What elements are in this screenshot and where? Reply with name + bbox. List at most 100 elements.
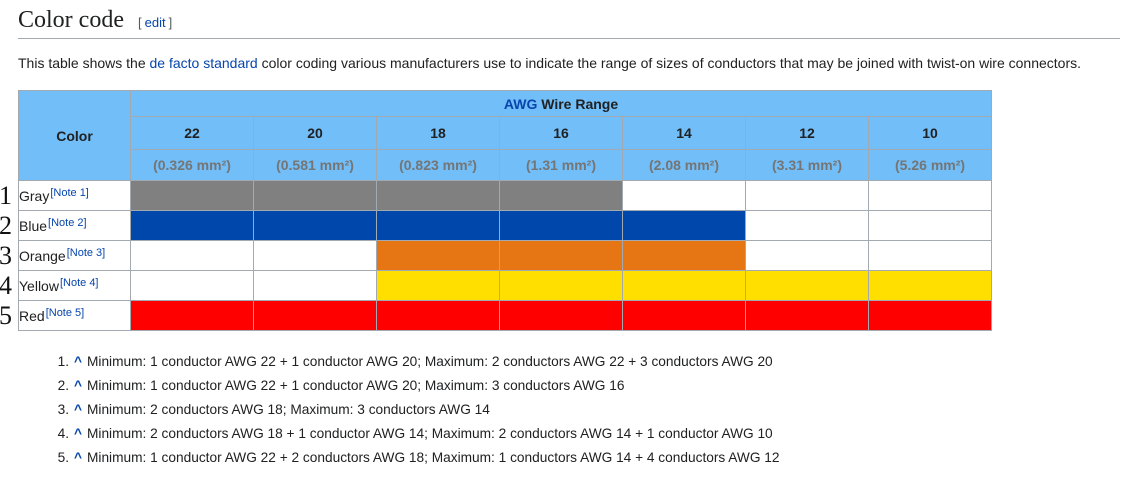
row-number-annotation: 4 bbox=[0, 270, 12, 300]
awg-wire-range-header: AWG Wire Range bbox=[129, 90, 993, 117]
color-range-cell bbox=[499, 210, 623, 241]
empty-range-cell bbox=[130, 270, 254, 301]
color-code-table-wrap: Color AWG Wire Range 22 20 18 16 14 12 10 (0.3… bbox=[0, 90, 1120, 331]
de-facto-standard-link[interactable]: de facto standard bbox=[149, 55, 258, 71]
note-ref-link[interactable]: [Note 2] bbox=[48, 216, 87, 229]
color-range-cell bbox=[622, 300, 746, 331]
color-range-cell bbox=[130, 300, 254, 331]
notes-list: 1. ^ Minimum: 1 conductor AWG 22 + 1 condu… bbox=[55, 350, 1120, 470]
color-range-cell bbox=[376, 270, 500, 301]
note-backlink[interactable]: ^ bbox=[74, 354, 82, 369]
color-range-cell bbox=[867, 300, 993, 331]
edit-bracket-open: [ bbox=[137, 15, 142, 30]
empty-range-cell bbox=[130, 240, 254, 271]
awg-link[interactable]: AWG bbox=[503, 95, 538, 112]
note-backlink[interactable]: ^ bbox=[74, 426, 82, 441]
note-text: Minimum: 1 conductor AWG 22 + 1 conducto… bbox=[87, 378, 625, 393]
table-row: 5 Red[Note 5] bbox=[0, 300, 993, 331]
note-number: 4. bbox=[57, 426, 69, 441]
color-range-cell bbox=[622, 240, 746, 271]
wiki-article-section: Color code [edit] This table shows the d… bbox=[0, 6, 1120, 470]
empty-range-cell bbox=[745, 240, 869, 271]
color-range-cell bbox=[376, 300, 500, 331]
note-backlink[interactable]: ^ bbox=[74, 450, 82, 465]
table-row: 1 Gray[Note 1] bbox=[0, 180, 993, 211]
note-item: 4. ^ Minimum: 2 conductors AWG 18 + 1 cond… bbox=[55, 422, 1120, 446]
section-heading-row: Color code [edit] bbox=[18, 6, 1120, 39]
empty-range-cell bbox=[867, 180, 993, 211]
note-backlink[interactable]: ^ bbox=[74, 378, 82, 393]
group-header-row: Color AWG Wire Range bbox=[18, 90, 993, 181]
note-ref-link[interactable]: [Note 4] bbox=[59, 276, 99, 289]
edit-link[interactable]: edit bbox=[144, 15, 166, 30]
color-range-cell bbox=[499, 270, 623, 301]
color-label-cell: 2 Blue[Note 2] bbox=[0, 210, 131, 241]
color-label: Orange bbox=[19, 247, 66, 264]
note-item: 3. ^ Minimum: 2 conductors AWG 18; Maximum… bbox=[55, 398, 1120, 422]
table-row: 3 Orange[Note 3] bbox=[0, 240, 993, 271]
note-ref-link[interactable]: [Note 1] bbox=[50, 186, 89, 199]
note-text: Minimum: 2 conductors AWG 18 + 1 conduct… bbox=[87, 426, 773, 441]
edit-bracket-close: ] bbox=[168, 15, 173, 30]
note-item: 1. ^ Minimum: 1 conductor AWG 22 + 1 condu… bbox=[55, 350, 1120, 374]
color-label: Blue bbox=[19, 217, 48, 234]
mm2-header: (0.581 mm²) bbox=[253, 149, 377, 181]
mm2-header: (3.31 mm²) bbox=[745, 149, 869, 181]
row-number-annotation: 1 bbox=[0, 180, 12, 210]
color-range-cell bbox=[376, 240, 500, 271]
color-range-cell bbox=[745, 270, 869, 301]
page-title: Color code bbox=[18, 7, 124, 33]
color-label: Yellow bbox=[19, 277, 59, 294]
color-range-cell bbox=[130, 180, 254, 211]
awg-size-header: 18 bbox=[376, 116, 500, 150]
row-number-annotation: 2 bbox=[0, 210, 12, 240]
color-range-cell bbox=[622, 210, 746, 241]
note-number: 1. bbox=[57, 354, 69, 369]
empty-range-cell bbox=[745, 210, 869, 241]
empty-range-cell bbox=[867, 210, 993, 241]
mm2-equivalents-row: (0.326 mm²) (0.581 mm²) (0.823 mm²) (1.31 m… bbox=[19, 149, 993, 181]
table-row: 2 Blue[Note 2] bbox=[0, 210, 993, 241]
row-number-annotation: 3 bbox=[0, 240, 12, 270]
empty-range-cell bbox=[622, 180, 746, 211]
color-range-cell bbox=[376, 210, 500, 241]
intro-paragraph: This table shows the de facto standard c… bbox=[18, 50, 1120, 76]
note-ref-link[interactable]: [Note 5] bbox=[45, 306, 85, 319]
color-label-cell: 1 Gray[Note 1] bbox=[0, 180, 131, 211]
color-range-cell bbox=[867, 270, 993, 301]
mm2-header: (0.823 mm²) bbox=[376, 149, 500, 181]
color-range-cell bbox=[622, 270, 746, 301]
empty-range-cell bbox=[745, 180, 869, 211]
note-item: 2. ^ Minimum: 1 conductor AWG 22 + 1 condu… bbox=[55, 374, 1120, 398]
note-ref-link[interactable]: [Note 3] bbox=[66, 246, 106, 259]
color-range-cell bbox=[499, 240, 623, 271]
empty-range-cell bbox=[253, 270, 377, 301]
note-text: Minimum: 2 conductors AWG 18; Maximum: 3… bbox=[87, 402, 490, 417]
awg-size-header: 14 bbox=[622, 116, 746, 150]
note-backlink[interactable]: ^ bbox=[74, 402, 82, 417]
color-range-cell bbox=[376, 180, 500, 211]
color-label: Red bbox=[19, 307, 45, 324]
note-number: 2. bbox=[57, 378, 69, 393]
color-range-cell bbox=[499, 180, 623, 211]
mm2-header: (5.26 mm²) bbox=[867, 149, 993, 181]
color-range-cell bbox=[130, 210, 254, 241]
awg-size-header: 22 bbox=[130, 116, 254, 150]
color-label: Gray bbox=[19, 187, 50, 204]
mm2-header: (1.31 mm²) bbox=[499, 149, 623, 181]
row-number-annotation: 5 bbox=[0, 300, 12, 330]
mm2-header: (2.08 mm²) bbox=[622, 149, 746, 181]
color-label-cell: 3 Orange[Note 3] bbox=[0, 240, 131, 271]
note-text: Minimum: 1 conductor AWG 22 + 2 conducto… bbox=[87, 450, 780, 465]
intro-text-after: color coding various manufacturers use t… bbox=[257, 55, 1082, 71]
note-item: 5. ^ Minimum: 1 conductor AWG 22 + 2 condu… bbox=[55, 446, 1120, 470]
note-number: 5. bbox=[57, 450, 69, 465]
edit-section: [edit] bbox=[138, 15, 172, 30]
color-code-table: Color AWG Wire Range 22 20 18 16 14 12 10 (0.3… bbox=[0, 90, 993, 331]
awg-size-header: 10 bbox=[867, 116, 993, 150]
color-range-cell bbox=[253, 180, 377, 211]
mm2-header: (0.326 mm²) bbox=[130, 149, 254, 181]
note-number: 3. bbox=[57, 402, 69, 417]
wire-range-label: Wire Range bbox=[537, 95, 619, 112]
color-range-cell bbox=[499, 300, 623, 331]
